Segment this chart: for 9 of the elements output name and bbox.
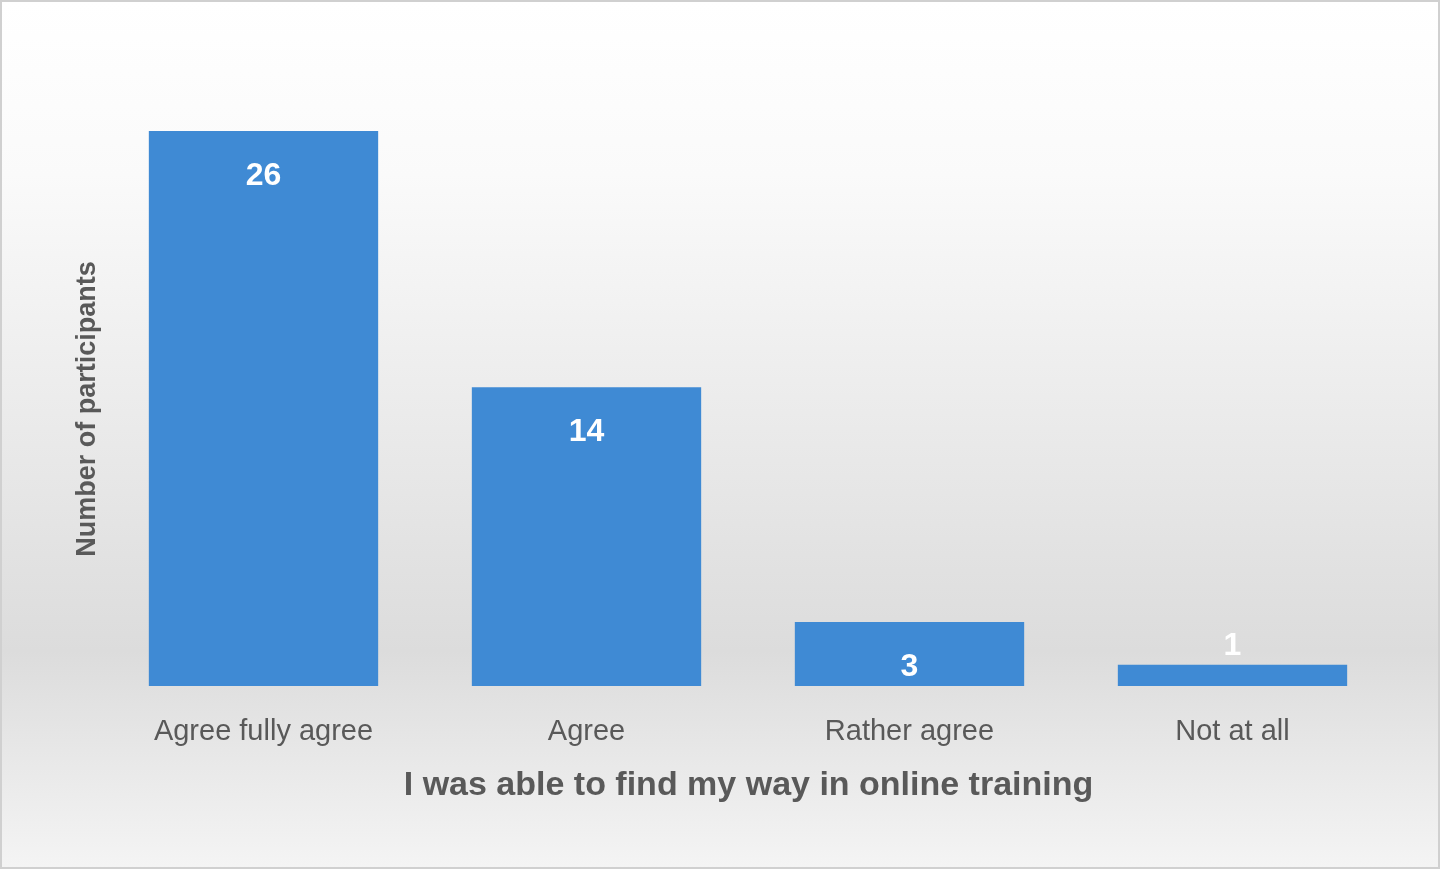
data-label: 26 xyxy=(245,156,282,192)
y-axis-title: Number of participants xyxy=(70,261,101,557)
data-label: 14 xyxy=(568,412,605,449)
x-tick-label: Agree xyxy=(547,713,626,746)
x-tick-label: Rather agree xyxy=(824,713,995,746)
x-tick-label: Agree fully agree xyxy=(153,713,374,746)
data-label: 3 xyxy=(900,646,919,683)
x-tick-label: Not at all xyxy=(1175,713,1290,746)
x-axis-title: I was able to find my way in online training xyxy=(403,763,1094,802)
